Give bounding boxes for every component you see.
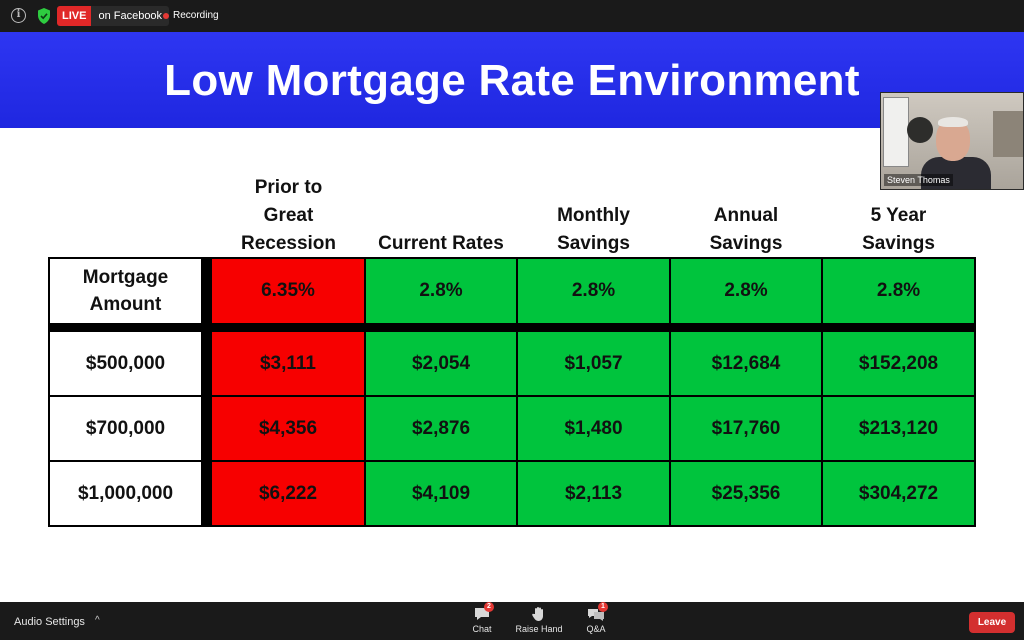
- value-cell: $152,208: [823, 332, 974, 395]
- top-bar: i LIVE on Facebook Recording: [0, 0, 1024, 32]
- value-cell: $1,480: [518, 397, 669, 460]
- participant-name: Steven Thomas: [884, 174, 953, 186]
- value-cell: $4,356: [212, 397, 364, 460]
- live-badge: LIVE: [57, 6, 92, 26]
- rate-cell-current: 2.8%: [366, 259, 516, 323]
- value-cell: $3,111: [212, 332, 364, 395]
- qa-icon: 1: [587, 602, 608, 622]
- value-cell: $2,113: [518, 462, 669, 525]
- video-window-blinds: [883, 97, 909, 167]
- chevron-up-icon[interactable]: ^: [95, 615, 100, 626]
- video-shelf: [993, 111, 1023, 157]
- qa-label: Q&A: [586, 624, 606, 634]
- header-line: Recession: [240, 233, 337, 254]
- live-destination: on Facebook: [98, 10, 163, 22]
- value-cell: $6,222: [212, 462, 364, 525]
- value-cell: $12,684: [671, 332, 821, 395]
- header-line: Annual: [713, 205, 779, 226]
- record-dot-icon: [163, 12, 169, 19]
- column-header-prior: Prior to Great Recession: [212, 174, 365, 258]
- header-line: Current Rates: [378, 233, 504, 254]
- value-cell: $2,054: [366, 332, 516, 395]
- value-cell: $1,057: [518, 332, 669, 395]
- chat-label: Chat: [472, 624, 492, 634]
- rate-cell-annual: 2.8%: [671, 259, 821, 323]
- value-cell: $304,272: [823, 462, 974, 525]
- raise-hand-label: Raise Hand: [515, 624, 563, 634]
- header-line: Great: [263, 205, 314, 226]
- participant-body: [921, 157, 991, 189]
- qa-button[interactable]: 1 Q&A: [566, 602, 626, 634]
- shield-icon[interactable]: [36, 7, 52, 25]
- header-line: 5 Year: [870, 205, 927, 226]
- qa-badge: 1: [598, 602, 608, 612]
- bottom-toolbar: Audio Settings ^ 2 Chat Raise Hand 1 Q&A…: [0, 602, 1024, 640]
- column-header-monthly: Monthly Savings: [517, 202, 670, 258]
- title-band: [0, 32, 1024, 128]
- audio-settings-button[interactable]: Audio Settings: [14, 616, 85, 628]
- info-icon[interactable]: i: [11, 8, 26, 23]
- slide-title: Low Mortgage Rate Environment: [164, 56, 860, 105]
- participant-hair: [938, 117, 968, 127]
- row-amount: $700,000: [50, 397, 201, 460]
- row-amount: $500,000: [50, 332, 201, 395]
- header-line: Prior to: [254, 177, 323, 198]
- leave-button[interactable]: Leave: [969, 612, 1015, 633]
- label-line: Mortgage: [82, 267, 169, 288]
- raise-hand-icon: [530, 606, 548, 622]
- header-line: Savings: [709, 233, 783, 254]
- shared-screen-slide: Low Mortgage Rate Environment Prior to G…: [0, 32, 1024, 602]
- live-stream-indicator[interactable]: LIVE on Facebook: [57, 6, 170, 26]
- row-amount: $1,000,000: [50, 462, 201, 525]
- header-line: Monthly: [557, 205, 630, 226]
- header-line: Savings: [862, 233, 935, 254]
- column-header-5year: 5 Year Savings: [822, 202, 975, 258]
- recording-label: Recording: [173, 10, 219, 21]
- chat-icon: 2: [473, 602, 494, 622]
- column-header-annual: Annual Savings: [670, 202, 822, 258]
- value-cell: $25,356: [671, 462, 821, 525]
- column-header-current: Current Rates: [365, 230, 517, 258]
- rate-cell-5year: 2.8%: [823, 259, 974, 323]
- value-cell: $17,760: [671, 397, 821, 460]
- rate-cell-monthly: 2.8%: [518, 259, 669, 323]
- label-line: Amount: [89, 294, 162, 315]
- chat-badge: 2: [484, 602, 494, 612]
- participant-video[interactable]: Steven Thomas: [880, 92, 1024, 190]
- video-plant: [907, 117, 933, 143]
- recording-indicator[interactable]: Recording: [163, 10, 219, 21]
- rate-cell-prior: 6.35%: [212, 259, 364, 323]
- value-cell: $213,120: [823, 397, 974, 460]
- header-line: Savings: [557, 233, 630, 254]
- raise-hand-button[interactable]: Raise Hand: [509, 606, 569, 634]
- value-cell: $2,876: [366, 397, 516, 460]
- value-cell: $4,109: [366, 462, 516, 525]
- row-label-mortgage-amount: Mortgage Amount: [50, 259, 201, 323]
- chat-button[interactable]: 2 Chat: [452, 602, 512, 634]
